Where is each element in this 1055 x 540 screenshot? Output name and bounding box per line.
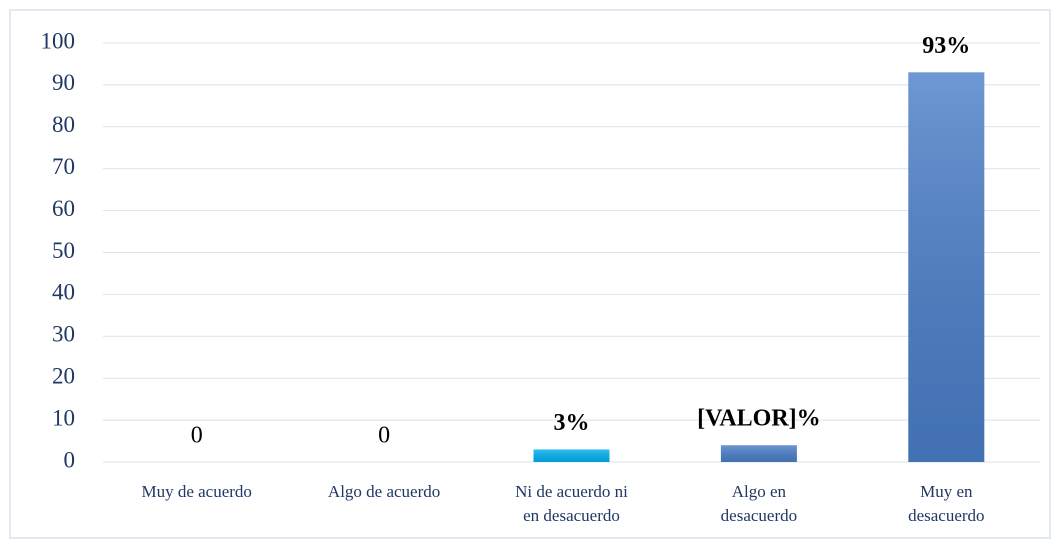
bar-shade: [720, 445, 797, 462]
y-tick-label: 10: [52, 405, 75, 430]
y-tick-label: 90: [52, 70, 75, 95]
y-tick-label: 50: [52, 238, 75, 263]
y-tick-label: 30: [52, 322, 75, 347]
value-label: 0: [378, 423, 390, 449]
x-tick-label: Muy de acuerdo: [141, 482, 251, 501]
value-label: 0: [191, 423, 203, 449]
x-tick-label: Algo en desacuerdo: [721, 482, 797, 525]
y-tick-label: 80: [52, 112, 75, 137]
value-label: [VALOR]%: [697, 406, 821, 432]
y-tick-label: 40: [52, 280, 75, 305]
x-tick-label: Ni de acuerdo ni en desacuerdo: [515, 482, 628, 525]
y-tick-label: 0: [64, 447, 76, 472]
value-label: 3%: [554, 410, 590, 436]
y-tick-label: 100: [41, 28, 76, 53]
y-tick-label: 60: [52, 196, 75, 221]
y-tick-label: 70: [52, 154, 75, 179]
y-tick-label: 20: [52, 363, 75, 388]
value-label: 93%: [922, 33, 970, 59]
x-tick-label: Muy en desacuerdo: [908, 482, 984, 525]
bar-shade: [908, 72, 985, 462]
chart-frame: [9, 9, 1051, 539]
x-tick-label: Algo de acuerdo: [328, 482, 440, 501]
bar-shade: [533, 449, 610, 462]
